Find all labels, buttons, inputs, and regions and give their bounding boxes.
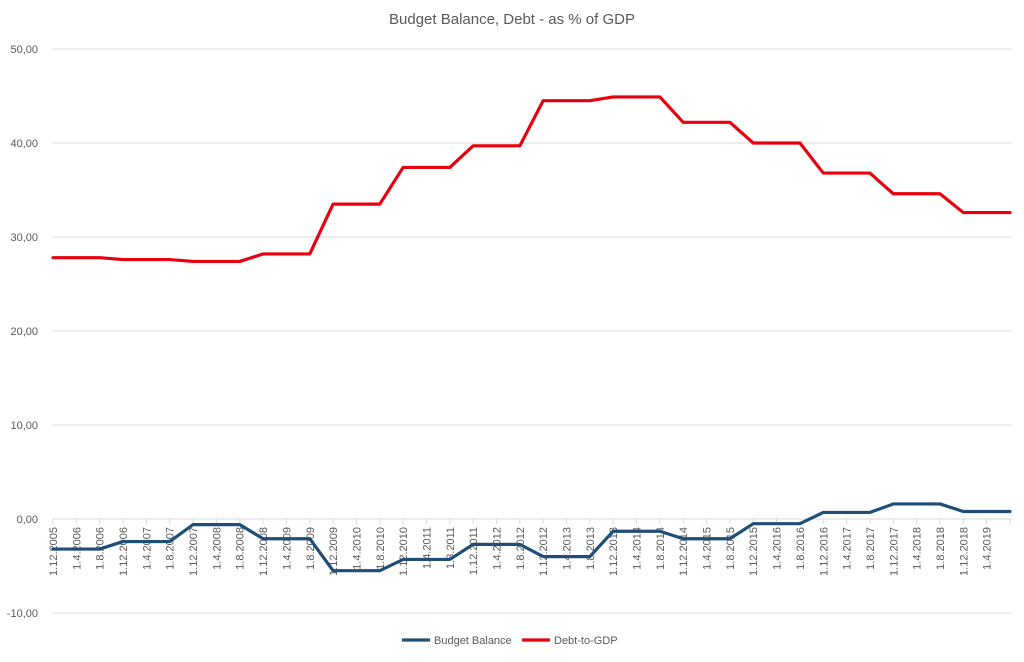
chart-title: Budget Balance, Debt - as % of GDP <box>389 11 635 28</box>
legend-label: Budget Balance <box>434 635 512 647</box>
series-lines <box>51 95 1012 573</box>
x-tick-label: 1.12.2015 <box>748 527 760 576</box>
x-tick-label: 1.4.2007 <box>141 527 153 570</box>
y-tick-label: 50,00 <box>10 44 38 56</box>
x-axis-ticks: 1.12.2005 1.4.2006 1.8.2006 1.12.2006 1.4.20… <box>48 519 1011 576</box>
gridlines <box>52 48 1012 614</box>
x-tick-label: 1.8.2010 <box>375 527 387 570</box>
x-tick-label: 1.12.2008 <box>258 527 270 576</box>
x-tick-label: 1.12.2009 <box>328 527 340 576</box>
series-line-debt-to-gdp <box>51 95 1012 264</box>
x-tick-label: 1.12.2007 <box>188 527 200 576</box>
x-tick-label: 1.8.2008 <box>235 527 247 570</box>
x-tick-label: 1.8.2015 <box>725 527 737 570</box>
x-tick-label: 1.12.2005 <box>48 527 60 576</box>
x-tick-label: 1.12.2018 <box>958 527 970 576</box>
x-tick-label: 1.12.2011 <box>468 527 480 575</box>
x-tick-label: 1.8.2011 <box>445 527 457 569</box>
x-tick-label: 1.12.2010 <box>398 527 410 576</box>
y-tick-label: 20,00 <box>10 326 38 338</box>
x-tick-label: 1.4.2013 <box>562 527 574 570</box>
x-tick-label: 1.4.2010 <box>351 527 363 570</box>
x-tick-label: 1.4.2011 <box>421 527 433 569</box>
x-tick-label: 1.12.2013 <box>608 527 620 576</box>
x-tick-label: 1.8.2018 <box>935 527 947 570</box>
x-tick-label: 1.12.2014 <box>678 527 690 576</box>
x-tick-label: 1.8.2016 <box>795 527 807 570</box>
x-tick-label: 1.4.2018 <box>912 527 924 570</box>
x-tick-label: 1.4.2017 <box>842 527 854 570</box>
y-tick-label: 10,00 <box>10 420 38 432</box>
legend: Budget Balance Debt-to-GDP <box>402 635 618 647</box>
x-tick-label: 1.8.2007 <box>165 527 177 570</box>
x-tick-label: 1.4.2009 <box>281 527 293 570</box>
x-tick-label: 1.4.2012 <box>491 527 503 570</box>
x-tick-label: 1.12.2017 <box>888 527 900 576</box>
x-tick-label: 1.8.2012 <box>515 527 527 570</box>
x-tick-label: 1.8.2013 <box>585 527 597 570</box>
x-tick-label: 1.4.2019 <box>982 527 994 570</box>
legend-label: Debt-to-GDP <box>554 635 618 647</box>
x-tick-label: 1.4.2015 <box>702 527 714 570</box>
x-tick-label: 1.8.2014 <box>655 527 667 570</box>
y-tick-label: -10,00 <box>7 608 38 620</box>
x-tick-label: 1.12.2016 <box>818 527 830 576</box>
x-tick-label: 1.8.2017 <box>865 527 877 570</box>
y-tick-label: 30,00 <box>10 232 38 244</box>
x-tick-label: 1.4.2014 <box>632 527 644 570</box>
y-axis-ticks: -10,00 0,00 10,00 20,00 30,00 40,00 50,00 <box>7 44 38 620</box>
y-tick-label: 40,00 <box>10 138 38 150</box>
x-tick-label: 1.12.2006 <box>118 527 130 576</box>
series-line-budget-balance <box>51 502 1012 573</box>
x-tick-label: 1.12.2012 <box>538 527 550 576</box>
x-tick-label: 1.4.2016 <box>772 527 784 570</box>
x-tick-label: 1.4.2008 <box>211 527 223 570</box>
y-tick-label: 0,00 <box>17 514 38 526</box>
